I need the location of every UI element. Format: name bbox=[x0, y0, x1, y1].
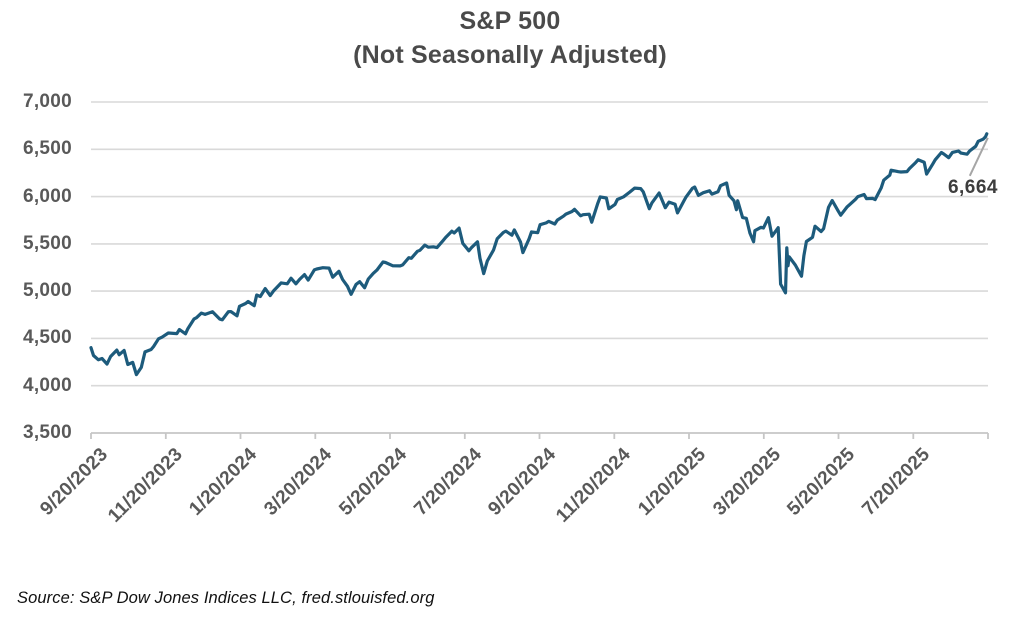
title-block: S&P 500 (Not Seasonally Adjusted) bbox=[0, 4, 1020, 72]
source-note: Source: S&P Dow Jones Indices LLC, fred.… bbox=[17, 589, 435, 607]
y-tick-label: 6,000 bbox=[22, 186, 72, 207]
x-axis bbox=[90, 432, 989, 439]
y-tick-label: 7,000 bbox=[22, 91, 72, 112]
y-tick-label: 5,500 bbox=[22, 233, 72, 254]
y-tick-label: 6,500 bbox=[22, 138, 72, 159]
chart-subtitle: (Not Seasonally Adjusted) bbox=[353, 41, 667, 69]
y-tick-label: 3,500 bbox=[22, 422, 72, 443]
chart-title: S&P 500 bbox=[459, 7, 561, 35]
price-line-series bbox=[89, 132, 989, 377]
annotation-leader-line bbox=[968, 137, 989, 177]
last-value-annotation: 6,664 bbox=[947, 177, 998, 198]
y-tick-label: 4,000 bbox=[22, 375, 72, 396]
gridlines bbox=[91, 101, 988, 387]
y-tick-label: 4,500 bbox=[22, 327, 72, 348]
y-tick-label: 5,000 bbox=[22, 280, 72, 301]
